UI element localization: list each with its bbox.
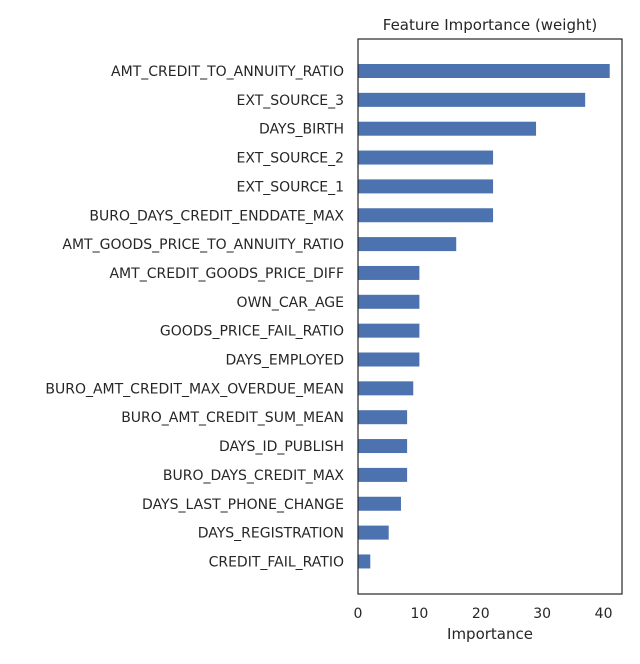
category-label: OWN_CAR_AGE (237, 295, 344, 311)
bar (358, 323, 420, 338)
bars-group (358, 64, 610, 569)
category-label: DAYS_EMPLOYED (225, 353, 344, 369)
category-label: BURO_AMT_CREDIT_SUM_MEAN (121, 410, 344, 426)
x-tick-label: 20 (472, 606, 490, 622)
bar (358, 410, 408, 425)
chart-title: Feature Importance (weight) (383, 16, 597, 34)
x-axis-label: Importance (447, 625, 533, 643)
x-tick-label: 0 (354, 606, 363, 622)
bar (358, 265, 420, 280)
category-label: BURO_DAYS_CREDIT_MAX (163, 468, 345, 484)
bar (358, 467, 408, 482)
category-labels-group: AMT_CREDIT_TO_ANNUITY_RATIO EXT_SOURCE_3 D… (45, 64, 344, 570)
bar (358, 150, 494, 165)
bar (358, 439, 408, 454)
category-label: BURO_AMT_CREDIT_MAX_OVERDUE_MEAN (45, 381, 344, 397)
category-label: DAYS_REGISTRATION (198, 526, 344, 542)
x-ticks-group: 0 10 20 30 40 (354, 606, 613, 622)
bar (358, 208, 494, 223)
category-label: EXT_SOURCE_1 (237, 179, 344, 195)
bar (358, 237, 457, 252)
category-label: CREDIT_FAIL_RATIO (209, 554, 344, 570)
category-label: DAYS_BIRTH (259, 122, 344, 138)
bar (358, 352, 420, 367)
category-label: DAYS_LAST_PHONE_CHANGE (142, 497, 344, 513)
x-tick-label: 40 (595, 606, 613, 622)
category-label: AMT_CREDIT_TO_ANNUITY_RATIO (111, 64, 344, 80)
plot-frame (357, 38, 623, 595)
category-label: GOODS_PRICE_FAIL_RATIO (160, 324, 344, 340)
category-label: EXT_SOURCE_2 (237, 151, 344, 167)
category-label: AMT_GOODS_PRICE_TO_ANNUITY_RATIO (62, 237, 344, 253)
bar (358, 121, 537, 136)
bar (358, 554, 371, 569)
category-label: DAYS_ID_PUBLISH (219, 439, 344, 455)
category-label: BURO_DAYS_CREDIT_ENDDATE_MAX (89, 208, 344, 224)
bar (358, 179, 494, 194)
bar (358, 496, 401, 511)
x-tick-label: 30 (533, 606, 551, 622)
category-label: AMT_CREDIT_GOODS_PRICE_DIFF (109, 266, 344, 282)
x-tick-label: 10 (410, 606, 428, 622)
bar (358, 64, 610, 78)
bar (358, 525, 389, 540)
category-label: EXT_SOURCE_3 (237, 93, 344, 109)
bar (358, 381, 414, 396)
bar (358, 294, 420, 309)
bar (358, 92, 586, 107)
